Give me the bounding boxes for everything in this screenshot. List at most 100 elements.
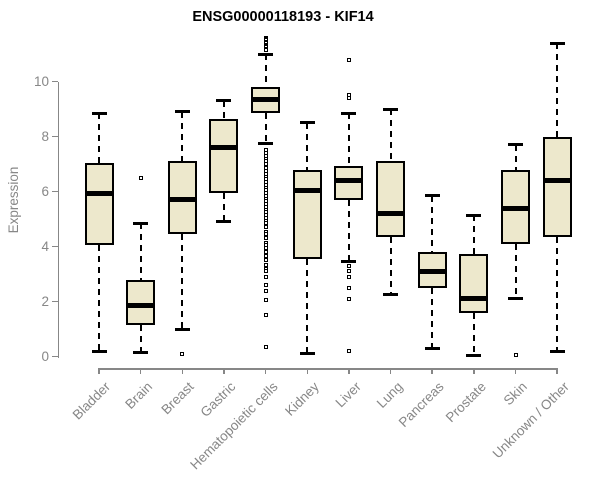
- median-brain: [126, 303, 156, 309]
- y-tick-label: 8: [41, 128, 49, 144]
- box-gastric: [209, 118, 239, 194]
- whisker-bottom-lung: [389, 237, 392, 295]
- x-label-kidney: Kidney: [282, 379, 322, 419]
- x-axis-line: [98, 368, 559, 370]
- outlier-liver: [346, 57, 351, 62]
- whisker-bottom-breast: [181, 234, 184, 330]
- outlier-hematopoietic-cells: [263, 313, 268, 318]
- x-label-unknown-other: Unknown / Other: [489, 379, 572, 462]
- box-kidney: [292, 169, 322, 260]
- x-tick: [139, 368, 142, 374]
- outlier-hematopoietic-cells: [263, 269, 268, 274]
- whisker-cap-top-gastric: [216, 99, 232, 103]
- x-label-prostate: Prostate: [442, 379, 489, 426]
- whisker-cap-bottom-skin: [508, 297, 523, 301]
- chart-title: ENSG00000118193 - KIF14: [192, 9, 374, 25]
- whisker-bottom-hematopoietic-cells: [264, 113, 267, 144]
- box-brain: [126, 279, 156, 326]
- outlier-hematopoietic-cells: [263, 48, 268, 53]
- whisker-cap-bottom-brain: [133, 351, 149, 355]
- x-label-brain: Brain: [122, 379, 156, 412]
- median-breast: [167, 197, 197, 203]
- median-bladder: [84, 190, 114, 196]
- whisker-top-unknown-other: [556, 43, 559, 137]
- outlier-liver: [346, 96, 351, 101]
- whisker-top-pancreas: [431, 195, 434, 253]
- whisker-top-prostate: [472, 215, 475, 254]
- outlier-hematopoietic-cells: [263, 246, 268, 251]
- x-tick: [98, 368, 100, 374]
- outlier-liver: [346, 269, 351, 274]
- y-tick: [52, 135, 58, 138]
- whisker-top-bladder: [98, 113, 100, 163]
- x-tick: [556, 368, 558, 374]
- y-tick: [52, 245, 58, 248]
- whisker-cap-top-pancreas: [424, 194, 440, 198]
- outlier-brain: [138, 175, 143, 180]
- outlier-hematopoietic-cells: [263, 236, 268, 241]
- whisker-bottom-skin: [514, 243, 517, 299]
- whisker-bottom-unknown-other: [556, 237, 559, 352]
- x-tick: [348, 368, 350, 374]
- whisker-cap-bottom-kidney: [299, 352, 315, 356]
- outlier-liver: [346, 274, 351, 279]
- y-tick-label: 10: [33, 73, 49, 89]
- whisker-top-breast: [181, 111, 184, 162]
- outlier-hematopoietic-cells: [263, 225, 268, 230]
- outlier-hematopoietic-cells: [263, 262, 268, 267]
- outlier-liver: [346, 263, 351, 268]
- whisker-cap-bottom-liver: [341, 260, 357, 264]
- x-label-skin: Skin: [500, 379, 531, 409]
- y-tick-label: 2: [41, 293, 49, 309]
- median-unknown-other: [542, 178, 572, 184]
- y-tick: [52, 355, 58, 358]
- whisker-cap-bottom-bladder: [91, 349, 107, 353]
- whisker-cap-bottom-gastric: [216, 220, 232, 224]
- y-tick-label: 4: [41, 238, 49, 254]
- outlier-hematopoietic-cells: [263, 274, 268, 279]
- outlier-hematopoietic-cells: [263, 250, 268, 255]
- x-tick: [264, 368, 267, 374]
- median-gastric: [209, 145, 239, 151]
- outlier-hematopoietic-cells: [263, 221, 268, 226]
- x-tick: [389, 368, 392, 374]
- y-tick-label: 6: [41, 183, 49, 199]
- whisker-cap-top-prostate: [466, 213, 482, 217]
- box-lung: [376, 161, 406, 238]
- x-tick: [181, 368, 184, 374]
- outlier-liver: [346, 349, 351, 354]
- outlier-hematopoietic-cells: [263, 232, 268, 237]
- box-prostate: [459, 253, 489, 313]
- y-tick: [52, 300, 58, 303]
- outlier-hematopoietic-cells: [263, 258, 268, 263]
- whisker-bottom-liver: [347, 199, 350, 262]
- y-axis-line: [57, 81, 59, 359]
- whisker-cap-top-unknown-other: [549, 41, 565, 45]
- y-tick-label: 0: [41, 348, 49, 364]
- outlier-liver: [346, 285, 351, 290]
- whisker-cap-bottom-prostate: [466, 353, 482, 357]
- box-bladder: [84, 162, 114, 246]
- whisker-cap-top-liver: [341, 111, 357, 115]
- whisker-top-liver: [347, 113, 350, 166]
- whisker-cap-bottom-hematopoietic-cells: [258, 142, 274, 146]
- y-tick: [52, 80, 58, 83]
- outlier-breast: [180, 351, 185, 356]
- median-liver: [334, 178, 364, 184]
- median-hematopoietic-cells: [251, 97, 281, 103]
- median-pancreas: [417, 268, 447, 274]
- whisker-bottom-prostate: [472, 312, 475, 356]
- x-label-gastric: Gastric: [197, 379, 239, 420]
- whisker-cap-top-kidney: [299, 121, 315, 125]
- whisker-bottom-bladder: [98, 245, 100, 352]
- whisker-cap-bottom-unknown-other: [549, 349, 565, 353]
- box-unknown-other: [542, 136, 572, 238]
- x-label-liver: Liver: [332, 379, 364, 411]
- whisker-bottom-pancreas: [431, 287, 434, 349]
- y-tick: [52, 190, 58, 193]
- whisker-cap-top-brain: [133, 221, 149, 225]
- whisker-cap-bottom-lung: [383, 293, 399, 297]
- whisker-cap-top-hematopoietic-cells: [258, 52, 274, 56]
- outlier-hematopoietic-cells: [263, 298, 268, 303]
